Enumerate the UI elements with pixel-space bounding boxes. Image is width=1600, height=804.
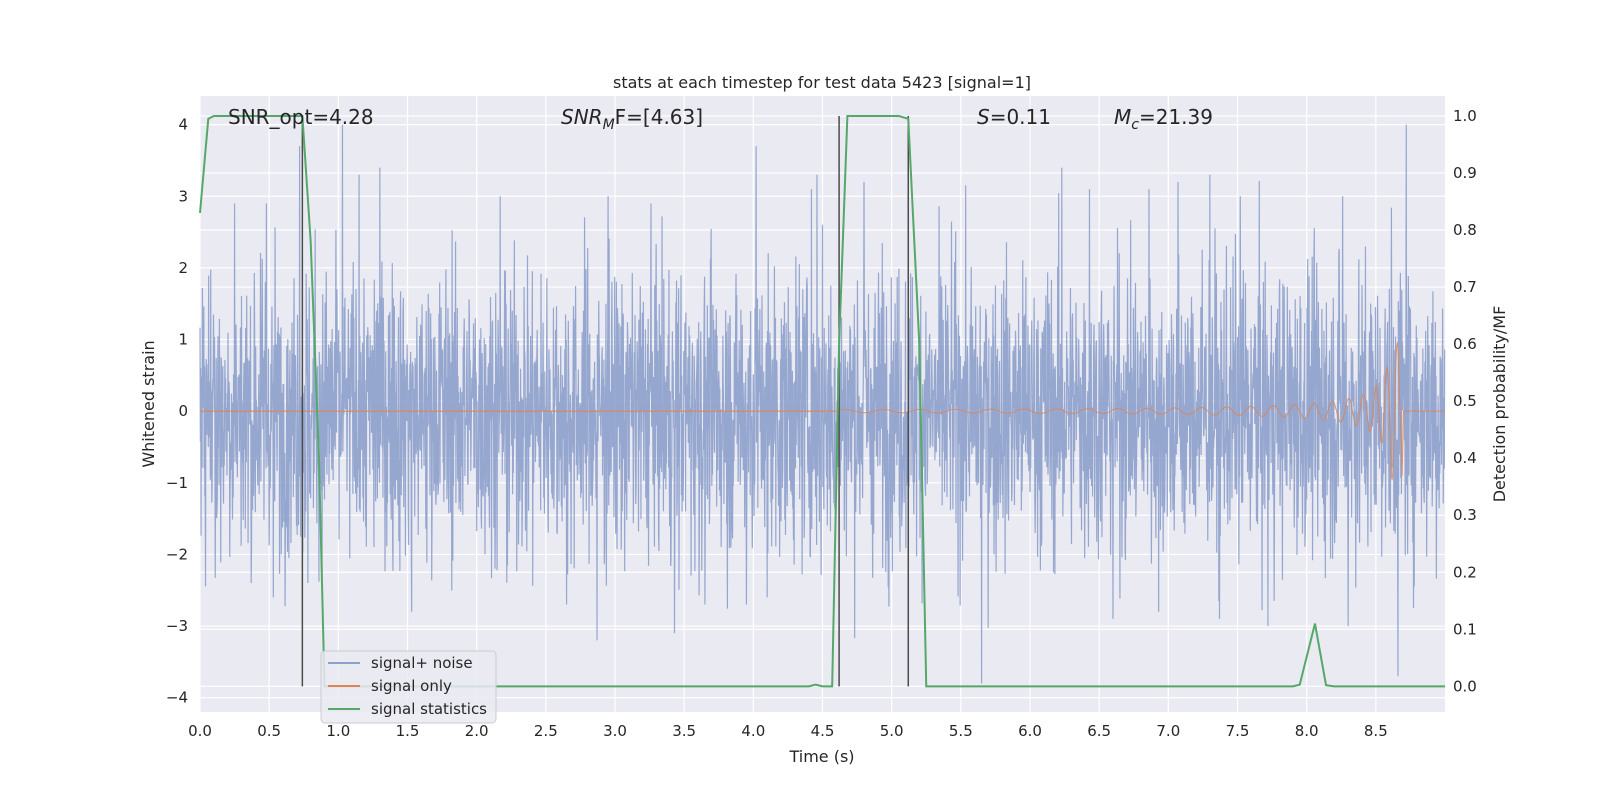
mc-subscript: c [1131,117,1139,133]
y-left-tick-label: −2 [166,545,188,563]
signal-statistics-line [199,114,1445,688]
x-tick-label: 5.5 [949,722,973,740]
legend-box [320,650,497,724]
x-tick-label: 2.0 [465,722,489,740]
y-left-tick-label: 1 [178,331,188,349]
x-tick-label: 3.5 [672,722,696,740]
y-right-tick-label: 0.3 [1453,506,1477,524]
y-right-tick-label: 0.4 [1453,449,1477,467]
y-left-tick-label: −1 [166,474,188,492]
y-left-tick-label: 3 [178,187,188,205]
s-variable: S [977,105,990,129]
x-tick-label: 6.5 [1087,722,1111,740]
mc-variable: M [1114,105,1131,129]
x-tick-label: 4.5 [811,722,835,740]
vertical-markers [301,115,910,687]
y-left-tick-label: −3 [166,617,188,635]
snr-mf-subscript: M [603,117,615,133]
x-tick-label: 7.0 [1156,722,1180,740]
y-left-tick-label: 4 [178,116,188,134]
y-left-tick-label: 0 [178,402,188,420]
y-axis-left-label: Whitened strain [139,340,158,467]
y-right-tick-label: 0.7 [1453,278,1477,296]
y-right-tick-label: 0.5 [1453,392,1477,410]
y-right-tick-label: 1.0 [1453,107,1477,125]
x-tick-label: 8.5 [1364,722,1388,740]
annotation-mc: Mc=21.39 [1114,105,1213,133]
legend-label-signal-statistics: signal statistics [371,700,487,718]
signal-only-series [200,341,1445,481]
y-axis-right-label: Detection probability/MF [1490,306,1509,503]
x-axis-label: Time (s) [788,747,854,766]
y-left-tick-label: −4 [166,689,188,707]
annotation-snr-mf: SNRMF=[4.63] [561,105,703,133]
x-tick-label: 1.5 [396,722,420,740]
x-tick-label: 7.5 [1226,722,1250,740]
y-right-tick-label: 0.6 [1453,335,1477,353]
x-tick-label: 3.0 [603,722,627,740]
axes: 0.0 0.5 1.0 1.5 2.0 2.5 3.0 3.5 4.0 4.5 5.0 5.5 6.0 6… [166,107,1477,740]
y-left-tick-label: 2 [178,259,188,277]
annotation-s: S=0.11 [977,105,1051,129]
y-right-tick-label: 0.1 [1453,620,1477,638]
annotation-snr-opt: SNR_opt=4.28 [228,105,374,129]
signal-only-line [836,341,1445,481]
x-tick-label: 0.0 [188,722,212,740]
x-tick-label: 1.0 [326,722,350,740]
legend-label-signal-only: signal only [371,677,452,695]
y-right-tick-label: 0.0 [1453,677,1477,695]
x-tick-label: 6.0 [1018,722,1042,740]
y-right-tick-label: 0.9 [1453,164,1477,182]
y-right-tick-label: 0.2 [1453,563,1477,581]
chart-title: stats at each timestep for test data 542… [613,73,1031,92]
y-right-tick-label: 0.8 [1453,221,1477,239]
signal-statistics-series [199,114,1445,688]
legend-label-signal-noise: signal+ noise [371,654,473,672]
x-tick-label: 0.5 [257,722,281,740]
legend: signal+ noise signal only signal statist… [320,650,497,724]
x-tick-label: 8.0 [1295,722,1319,740]
s-value: =0.11 [990,105,1051,129]
signal-noise-series [199,124,1446,684]
mc-value: =21.39 [1139,105,1213,129]
signal-noise-line [199,124,1446,684]
x-tick-label: 2.5 [534,722,558,740]
x-tick-label: 4.0 [741,722,765,740]
x-tick-label: 5.0 [880,722,904,740]
snr-mf-suffix: F=[4.63] [615,105,703,129]
snr-mf-prefix: SNR [561,105,603,129]
